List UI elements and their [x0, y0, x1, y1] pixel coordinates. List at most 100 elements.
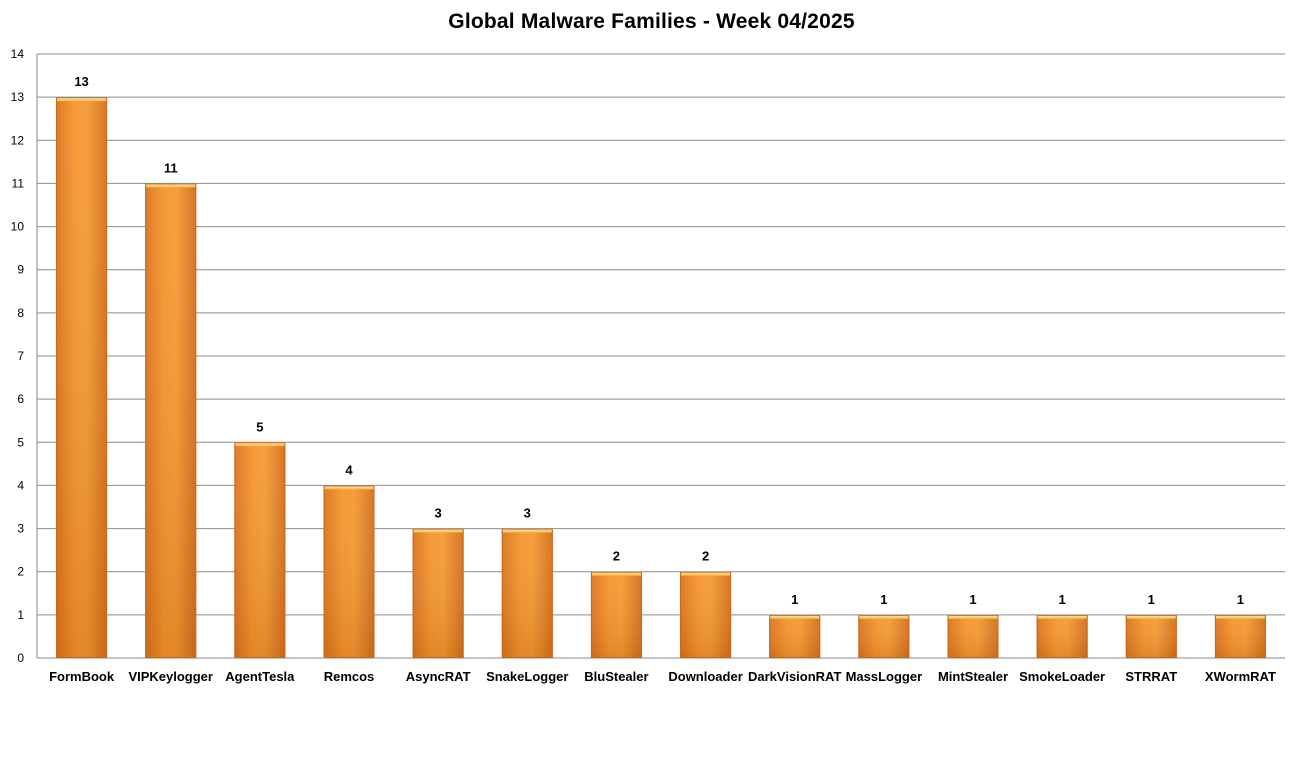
data-label: 1 [880, 592, 887, 607]
y-tick-label: 4 [17, 478, 24, 492]
bar-cap [680, 571, 732, 576]
bar-shade [145, 183, 197, 658]
data-label: 11 [164, 160, 178, 175]
y-tick-label: 1 [17, 608, 24, 622]
bar-shade [947, 614, 999, 658]
data-label: 13 [74, 74, 88, 89]
bar-shade [1036, 614, 1088, 658]
data-label: 2 [613, 549, 620, 564]
y-tick-label: 7 [17, 349, 24, 363]
bar-shade [501, 528, 553, 658]
y-tick-label: 13 [11, 90, 25, 104]
bar-cap [769, 614, 821, 619]
bar-cap [590, 571, 642, 576]
bar-outline [56, 97, 108, 658]
category-label: MassLogger [846, 669, 923, 684]
bar [1125, 614, 1177, 658]
bar [145, 183, 197, 659]
y-tick-label: 10 [11, 220, 25, 234]
bar-outline [947, 614, 999, 658]
y-tick-label: 0 [17, 651, 24, 665]
bar-cap [1036, 614, 1088, 619]
bar-shade [680, 571, 732, 658]
data-label: 1 [1237, 592, 1244, 607]
chart-title: Global Malware Families - Week 04/2025 [448, 10, 855, 33]
data-label: 3 [435, 506, 442, 521]
y-tick-label: 5 [17, 435, 24, 449]
data-label: 2 [702, 549, 709, 564]
y-tick-label: 2 [17, 565, 24, 579]
category-label: SmokeLoader [1019, 669, 1105, 684]
bar [947, 614, 999, 658]
bar-cap [1125, 614, 1177, 619]
y-tick-label: 8 [17, 306, 24, 320]
bar-cap [858, 614, 910, 619]
bar [1036, 614, 1088, 658]
bar-outline [1125, 614, 1177, 658]
data-label: 4 [345, 462, 353, 477]
bar [501, 528, 553, 658]
bar-cap [56, 97, 108, 102]
y-tick-label: 14 [11, 47, 25, 61]
bar-shade [234, 442, 286, 658]
bar [590, 571, 642, 659]
category-label: XWormRAT [1205, 669, 1276, 684]
bar [858, 614, 910, 658]
bar-cap [234, 442, 286, 447]
data-label: 1 [791, 592, 798, 607]
bar-shade [1125, 614, 1177, 658]
y-tick-label: 9 [17, 263, 24, 277]
bar-shade [56, 97, 108, 658]
bar [323, 485, 375, 658]
bar-outline [590, 571, 642, 659]
bar-shade [1214, 614, 1266, 658]
bar [412, 528, 464, 658]
category-label: VIPKeylogger [128, 669, 213, 684]
bar-outline [1036, 614, 1088, 658]
y-tick-label: 12 [11, 133, 25, 147]
data-label: 1 [1148, 592, 1155, 607]
bar-shade [769, 614, 821, 658]
bar [56, 97, 108, 658]
bar-cap [501, 528, 553, 533]
data-label: 5 [256, 419, 263, 434]
data-label: 3 [524, 506, 531, 521]
bar [769, 614, 821, 658]
bar-outline [234, 442, 286, 658]
category-label: FormBook [49, 669, 115, 684]
category-label: AgentTesla [225, 669, 295, 684]
category-label: AsyncRAT [406, 669, 471, 684]
bar-outline [412, 528, 464, 658]
bar [234, 442, 286, 658]
category-label: SnakeLogger [486, 669, 568, 684]
bar-outline [323, 485, 375, 658]
data-label: 1 [1059, 592, 1066, 607]
bar-cap [947, 614, 999, 619]
bar-outline [501, 528, 553, 658]
bar-cap [145, 183, 197, 188]
category-label: MintStealer [938, 669, 1008, 684]
bar-cap [323, 485, 375, 490]
bar-shade [412, 528, 464, 658]
category-label: STRRAT [1125, 669, 1177, 684]
category-label: Remcos [324, 669, 375, 684]
bar-outline [680, 571, 732, 659]
category-label: BluStealer [584, 669, 648, 684]
bar-shade [858, 614, 910, 658]
bar-outline [1214, 614, 1266, 658]
bar-cap [412, 528, 464, 533]
bar-cap [1214, 614, 1266, 619]
y-tick-label: 11 [12, 176, 25, 190]
y-tick-label: 6 [17, 392, 24, 406]
bar-shade [323, 485, 375, 658]
bar-outline [769, 614, 821, 658]
category-label: Downloader [668, 669, 742, 684]
y-tick-label: 3 [17, 522, 24, 536]
bar-shade [590, 571, 642, 658]
category-label: DarkVisionRAT [748, 669, 841, 684]
data-label: 1 [969, 592, 976, 607]
bar [1214, 614, 1266, 658]
bar [680, 571, 732, 659]
